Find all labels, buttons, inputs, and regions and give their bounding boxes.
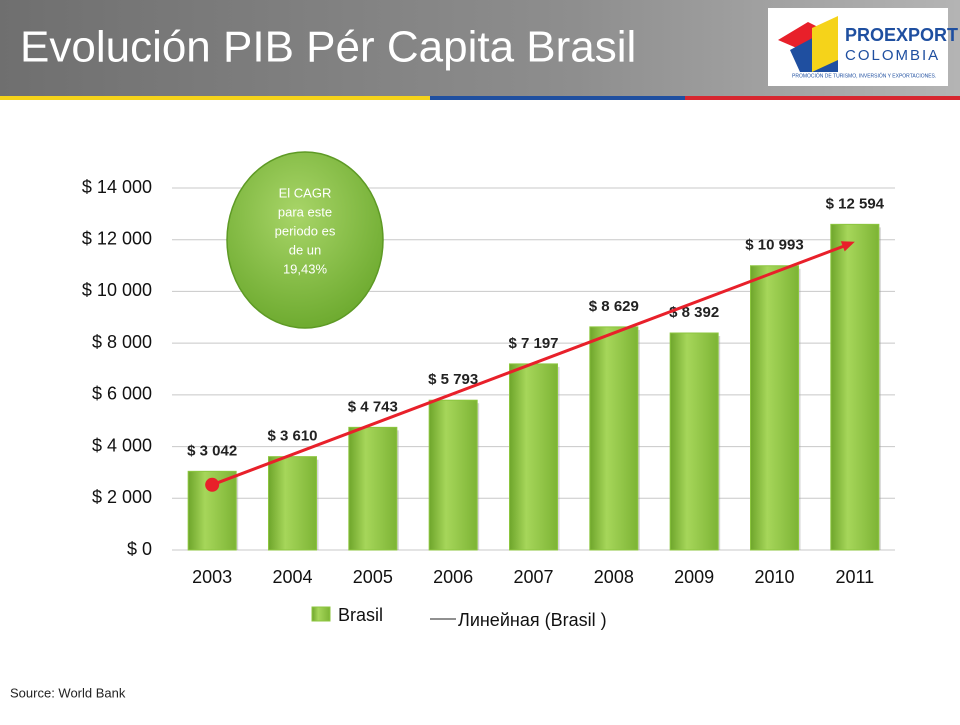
trend-line xyxy=(211,244,846,487)
bar xyxy=(268,456,317,551)
legend-swatch xyxy=(311,606,331,622)
x-tick-label: 2008 xyxy=(594,567,634,587)
annotation-text: de un xyxy=(289,242,322,257)
y-tick-label: $ 0 xyxy=(127,539,152,559)
logo-name: PROEXPORT xyxy=(845,25,958,45)
logo-tagline: PROMOCIÓN DE TURISMO, INVERSIÓN Y EXPORT… xyxy=(792,72,936,79)
x-tick-label: 2007 xyxy=(513,567,553,587)
bar xyxy=(750,265,799,551)
bar xyxy=(830,223,880,551)
annotation-text: para este xyxy=(278,204,332,219)
x-tick-label: 2011 xyxy=(835,567,874,587)
logo: PROEXPORT COLOMBIA PROMOCIÓN DE TURISMO,… xyxy=(768,8,958,86)
value-label: $ 7 197 xyxy=(508,335,558,352)
x-tick-label: 2006 xyxy=(433,567,473,587)
y-tick-label: $ 2 000 xyxy=(92,487,152,507)
legend-label: Brasil xyxy=(338,605,383,625)
logo-subname: COLOMBIA xyxy=(845,47,940,64)
legend-label: Линейная (Brasil ) xyxy=(458,610,607,630)
value-label: $ 10 993 xyxy=(745,237,803,254)
annotation-text: 19,43% xyxy=(283,261,328,276)
x-tick-label: 2005 xyxy=(353,567,393,587)
y-tick-label: $ 10 000 xyxy=(82,280,152,300)
y-tick-label: $ 12 000 xyxy=(82,228,152,248)
value-label: $ 4 743 xyxy=(348,398,398,415)
annotation-text: periodo es xyxy=(275,223,336,238)
slide-title: Evolución PIB Pér Capita Brasil xyxy=(20,23,636,72)
bar xyxy=(589,326,639,551)
bar xyxy=(348,426,398,551)
annotation-bubble xyxy=(226,151,384,329)
value-label: $ 8 629 xyxy=(589,298,639,315)
bar xyxy=(428,399,478,551)
trend-start xyxy=(205,477,220,492)
y-tick-label: $ 8 000 xyxy=(92,332,152,352)
trend-arrowhead xyxy=(840,241,855,252)
stripe xyxy=(0,96,430,100)
stripe xyxy=(430,96,685,100)
y-tick-label: $ 14 000 xyxy=(82,177,152,197)
bar xyxy=(187,470,237,551)
logo-shape xyxy=(812,16,838,72)
plot: $ 0 $ 2 000 $ 4 000 $ 6 000 $ 8 000 $ 10 000 $… xyxy=(82,151,895,630)
stripe xyxy=(685,96,960,100)
bar xyxy=(669,332,719,551)
bar xyxy=(509,363,558,551)
value-label: $ 3 610 xyxy=(267,428,317,445)
value-label: $ 3 042 xyxy=(187,442,237,459)
annotation-text: El CAGR xyxy=(279,185,332,200)
value-label: $ 12 594 xyxy=(826,195,885,212)
value-label: $ 8 392 xyxy=(669,304,719,321)
x-tick-label: 2009 xyxy=(674,567,714,587)
y-tick-label: $ 4 000 xyxy=(92,435,152,455)
x-tick-label: 2004 xyxy=(272,567,312,587)
x-tick-label: 2010 xyxy=(754,567,794,587)
x-tick-label: 2003 xyxy=(192,567,232,587)
y-tick-label: $ 6 000 xyxy=(92,384,152,404)
value-label: $ 5 793 xyxy=(428,371,478,388)
source: Source: World Bank xyxy=(10,685,126,700)
